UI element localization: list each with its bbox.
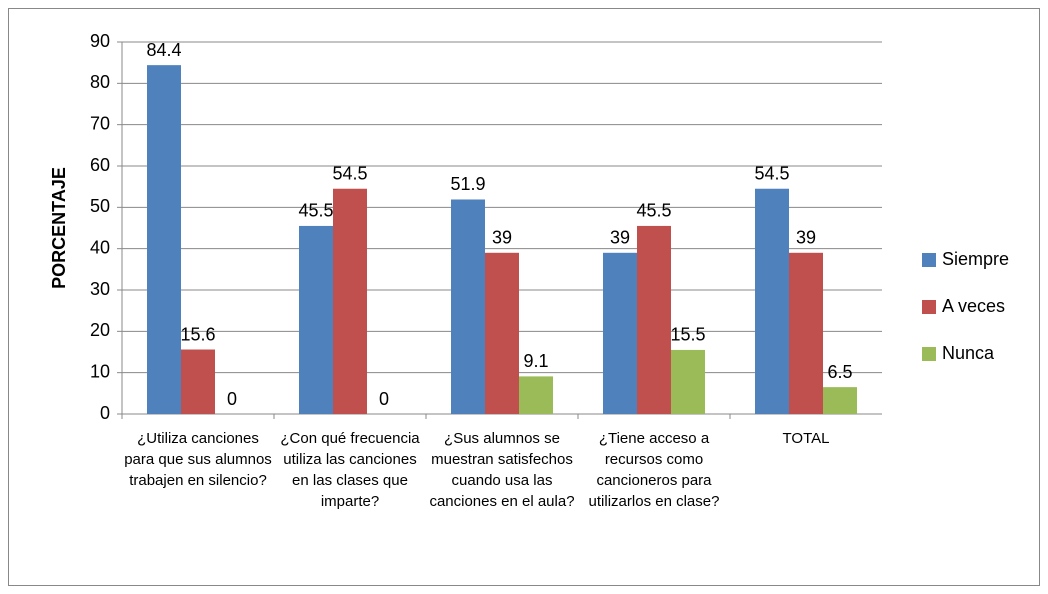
bar	[755, 188, 789, 414]
x-tick-label: TOTAL	[782, 430, 830, 447]
y-tick-label: 20	[90, 320, 110, 340]
y-tick-label: 40	[90, 237, 110, 257]
x-tick-label: ¿Con qué frecuencia utiliza las cancione…	[280, 430, 420, 510]
legend-swatch	[922, 347, 936, 361]
legend-swatch	[922, 300, 936, 314]
bar	[333, 188, 367, 414]
y-tick-label: 60	[90, 155, 110, 175]
data-label: 15.5	[670, 325, 705, 345]
bar	[451, 199, 485, 414]
x-tick-label: ¿Tiene acceso a recursos como cancionero…	[588, 430, 720, 510]
bar	[789, 252, 823, 414]
x-tick-label: ¿Utiliza canciones para que sus alumnos …	[124, 430, 272, 489]
data-label: 15.6	[180, 324, 215, 344]
bar	[181, 349, 215, 414]
y-tick-label: 70	[90, 113, 110, 133]
y-tick-label: 30	[90, 279, 110, 299]
legend-swatch	[922, 253, 936, 267]
data-label: 84.4	[146, 40, 181, 60]
bar	[671, 349, 705, 414]
data-label: 9.1	[523, 351, 548, 371]
legend-label: A veces	[942, 296, 1005, 316]
y-tick-label: 50	[90, 196, 110, 216]
bar	[147, 65, 181, 414]
bar	[299, 225, 333, 414]
chart-border	[8, 8, 1040, 586]
bar	[823, 387, 857, 414]
y-tick-label: 10	[90, 361, 110, 381]
bar	[637, 225, 671, 414]
bar	[519, 376, 553, 414]
data-label: 0	[227, 389, 237, 409]
y-tick-label: 80	[90, 72, 110, 92]
bar	[485, 252, 519, 414]
data-label: 39	[492, 228, 512, 248]
y-tick-label: 0	[100, 403, 110, 423]
data-label: 0	[379, 389, 389, 409]
data-label: 54.5	[332, 163, 367, 183]
data-label: 39	[796, 228, 816, 248]
data-label: 45.5	[636, 201, 671, 221]
legend-label: Nunca	[942, 343, 995, 363]
data-label: 39	[610, 228, 630, 248]
data-label: 45.5	[298, 201, 333, 221]
data-label: 6.5	[827, 362, 852, 382]
y-axis-title: PORCENTAJE	[49, 167, 69, 289]
bar	[603, 252, 637, 414]
legend-label: Siempre	[942, 249, 1009, 269]
data-label: 54.5	[754, 163, 789, 183]
data-label: 51.9	[450, 174, 485, 194]
x-tick-label: ¿Sus alumnos se muestran satisfechos cua…	[429, 430, 575, 510]
y-tick-label: 90	[90, 31, 110, 51]
